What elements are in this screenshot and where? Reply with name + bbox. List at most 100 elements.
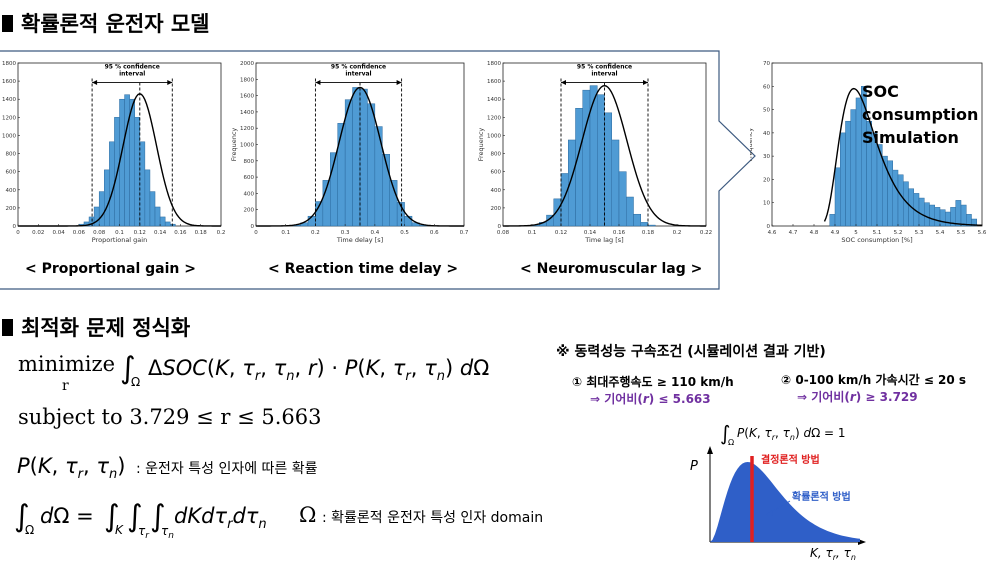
histogram-bar bbox=[887, 160, 893, 227]
x-tick-label: 0.12 bbox=[555, 230, 567, 236]
y-tick-label: 1600 bbox=[240, 94, 254, 100]
svg-text:∫: ∫ bbox=[150, 499, 166, 534]
svg-text:dKdτrdτn: dKdτrdτn bbox=[174, 504, 267, 532]
histogram-bar bbox=[955, 200, 962, 227]
y-tick-label: 600 bbox=[6, 170, 17, 176]
x-tick-label: 4.7 bbox=[789, 230, 798, 236]
probability-symbol: P(K, τr, τn) bbox=[17, 454, 126, 482]
histogram-bar bbox=[929, 204, 935, 227]
y-tick-label: 1800 bbox=[487, 61, 501, 67]
histogram-bar bbox=[109, 141, 115, 227]
x-axis-label: Proportional gain bbox=[92, 236, 147, 244]
x-tick-label: 0.22 bbox=[700, 230, 712, 236]
y-tick-label: 1200 bbox=[2, 115, 16, 121]
ci-arrow-left bbox=[315, 80, 321, 86]
x-tick-label: 5.5 bbox=[957, 230, 966, 236]
histogram-bar bbox=[149, 191, 156, 227]
y-tick-label: 70 bbox=[763, 61, 770, 67]
y-tick-label: 30 bbox=[763, 154, 770, 160]
y-tick-label: 0 bbox=[13, 224, 17, 230]
histogram-bar bbox=[553, 198, 562, 227]
ci-arrow-right bbox=[396, 80, 402, 86]
x-tick-label: 0.06 bbox=[73, 230, 86, 236]
x-tick-label: 5.2 bbox=[894, 230, 903, 236]
x-tick-label: 0.16 bbox=[613, 230, 626, 236]
y-tick-label: 400 bbox=[6, 188, 17, 194]
histogram-bar bbox=[170, 223, 176, 227]
x-tick-label: 0.7 bbox=[460, 230, 469, 236]
y-tick-label: 1000 bbox=[487, 133, 501, 139]
y-tick-label: 1600 bbox=[2, 79, 16, 85]
constraints-title: ※ 동력성능 구속조건 (시뮬레이션 결과 기반) bbox=[556, 344, 826, 360]
label-proportional-gain: < Proportional gain > bbox=[25, 261, 196, 277]
x-tick-label: 0.18 bbox=[195, 230, 208, 236]
fit-curve bbox=[18, 93, 221, 227]
x-tick-label: 5.6 bbox=[978, 230, 987, 236]
histogram-bar bbox=[640, 222, 649, 227]
svg-text:Ω: Ω bbox=[728, 438, 734, 447]
x-tick-label: 5.4 bbox=[936, 230, 945, 236]
y-tick-label: 1600 bbox=[487, 79, 501, 85]
y-tick-label: 2000 bbox=[240, 61, 254, 67]
constraint-2: ② 0-100 km/h 가속시간 ≤ 20 s bbox=[781, 373, 967, 387]
histogram-bar bbox=[359, 88, 368, 227]
histogram-bar bbox=[582, 89, 591, 227]
x-tick-label: 0.14 bbox=[584, 230, 597, 236]
y-tick-label: 800 bbox=[244, 159, 255, 165]
histogram-bar bbox=[307, 215, 316, 227]
x-tick-label: 4.9 bbox=[831, 230, 840, 236]
histogram-bar bbox=[850, 109, 857, 227]
histogram-bar bbox=[139, 141, 146, 227]
histogram-bar bbox=[829, 214, 836, 227]
constraint-2-result: ⇒ 기어비(r) ≥ 3.729 bbox=[797, 390, 918, 404]
omega-subscript: Ω bbox=[131, 375, 140, 389]
y-axis-label: Frequency bbox=[230, 128, 238, 162]
histogram-bar bbox=[840, 132, 846, 227]
x-tick-label: 5 bbox=[854, 230, 858, 236]
histogram-bar bbox=[337, 123, 346, 227]
x-tick-label: 0.08 bbox=[497, 230, 510, 236]
svg-text:∫: ∫ bbox=[720, 421, 730, 445]
bullet-square-icon bbox=[2, 319, 13, 336]
stochastic-label: 확률론적 방법 bbox=[792, 490, 851, 503]
histogram-bar bbox=[855, 97, 862, 227]
y-tick-label: 60 bbox=[763, 84, 770, 90]
mini-xlabel: K, τr, τn bbox=[810, 546, 856, 562]
histogram-bar bbox=[154, 206, 161, 227]
x-axis-label: SOC consumption [%] bbox=[841, 236, 912, 244]
label-reaction-time-delay: < Reaction time delay > bbox=[268, 261, 459, 277]
histogram-bar bbox=[611, 139, 620, 227]
y-tick-label: 200 bbox=[6, 206, 17, 212]
y-tick-label: 20 bbox=[763, 177, 770, 183]
histogram-bar bbox=[604, 112, 612, 227]
x-tick-label: 0.1 bbox=[115, 230, 124, 236]
x-tick-label: 0.16 bbox=[174, 230, 187, 236]
x-tick-label: 4.6 bbox=[768, 230, 777, 236]
x-tick-label: 0.04 bbox=[52, 230, 65, 236]
x-tick-label: 0.18 bbox=[642, 230, 655, 236]
section-title-driver-model: 확률론적 운전자 모델 bbox=[2, 8, 210, 38]
y-tick-label: 600 bbox=[491, 170, 502, 176]
y-tick-label: 800 bbox=[6, 152, 17, 158]
ci-label: interval bbox=[119, 71, 145, 78]
y-tick-label: 1000 bbox=[2, 133, 16, 139]
histogram-bar bbox=[618, 171, 627, 227]
svg-text:∫: ∫ bbox=[104, 499, 120, 534]
x-tick-label: 0.1 bbox=[528, 230, 537, 236]
x-tick-label: 0.2 bbox=[673, 230, 682, 236]
x-tick-label: 0.2 bbox=[217, 230, 226, 236]
histogram-bar bbox=[134, 117, 141, 227]
objective-formula: minimize bbox=[18, 352, 115, 376]
x-tick-label: 0 bbox=[16, 230, 20, 236]
histogram-bar bbox=[124, 94, 130, 227]
histogram-bar bbox=[971, 218, 977, 227]
ci-label: 95 % confidence bbox=[331, 64, 386, 71]
x-tick-label: 0.1 bbox=[281, 230, 290, 236]
y-tick-label: 800 bbox=[491, 152, 502, 158]
fit-curve bbox=[823, 87, 983, 226]
svg-text:ΔSOC(K, τr, τn, r) · P(K, τr,: ΔSOC(K, τr, τn, r) · P(K, τr, τn) dΩ bbox=[148, 356, 489, 384]
svg-text:∫: ∫ bbox=[120, 351, 136, 386]
svg-text:P(K, τr, τn) dΩ = 1: P(K, τr, τn) dΩ = 1 bbox=[737, 426, 846, 442]
